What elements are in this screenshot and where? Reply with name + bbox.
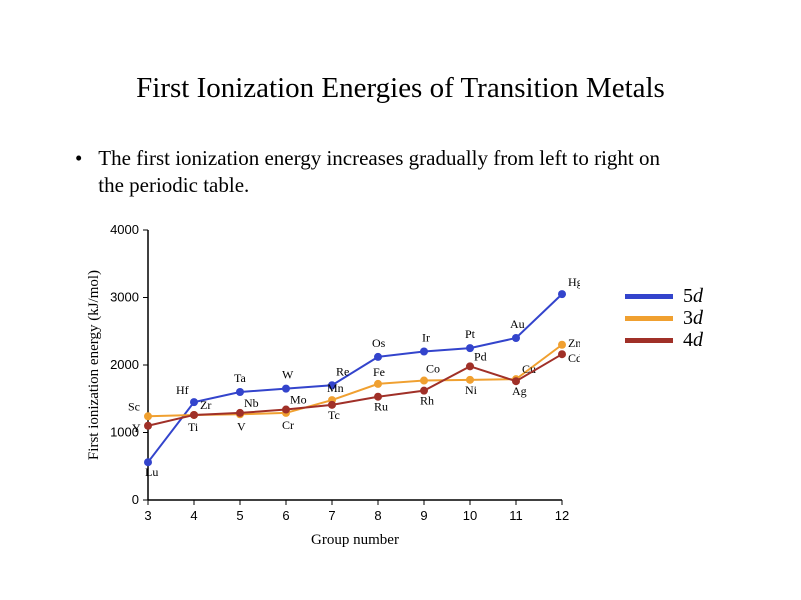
svg-text:4: 4 [190,508,197,523]
svg-text:3: 3 [144,508,151,523]
legend-item-5d: 5d [625,285,703,307]
svg-text:Lu: Lu [145,465,158,479]
svg-text:Tc: Tc [328,408,340,422]
svg-text:2000: 2000 [110,357,139,372]
svg-text:Hg: Hg [568,275,580,289]
slide: First Ionization Energies of Transition … [0,0,801,600]
bullet-text: The first ionization energy increases gr… [98,145,688,199]
svg-text:Group number: Group number [311,532,399,548]
svg-text:8: 8 [374,508,381,523]
svg-text:9: 9 [420,508,427,523]
svg-text:Ti: Ti [188,420,199,434]
svg-text:Y: Y [132,421,141,435]
svg-text:5: 5 [236,508,243,523]
svg-text:Zr: Zr [200,398,211,412]
svg-text:V: V [237,419,246,433]
legend-item-4d: 4d [625,329,703,351]
svg-text:Ni: Ni [465,383,478,397]
chart-svg: 010002000300040003456789101112Group numb… [80,220,580,550]
legend: 5d3d4d [625,285,703,351]
legend-item-3d: 3d [625,307,703,329]
svg-text:Zn: Zn [568,336,580,350]
svg-text:Os: Os [372,336,386,350]
svg-text:Pt: Pt [465,327,476,341]
svg-text:Ag: Ag [512,384,527,398]
slide-title: First Ionization Energies of Transition … [0,72,801,105]
ionization-chart: 010002000300040003456789101112Group numb… [80,220,580,550]
svg-text:6: 6 [282,508,289,523]
svg-text:4000: 4000 [110,222,139,237]
legend-swatch [625,316,673,321]
svg-text:Rh: Rh [420,394,434,408]
svg-text:Re: Re [336,364,349,378]
legend-label: 5d [683,285,703,307]
svg-text:Co: Co [426,362,440,376]
svg-text:10: 10 [463,508,477,523]
svg-text:3000: 3000 [110,290,139,305]
svg-text:Pd: Pd [474,349,487,363]
svg-text:Mn: Mn [327,381,344,395]
svg-text:11: 11 [509,508,523,523]
legend-swatch [625,294,673,299]
bullet-item: • The first ionization energy increases … [75,145,721,199]
svg-text:Ru: Ru [374,400,388,414]
svg-text:Nb: Nb [244,396,259,410]
svg-text:Cr: Cr [282,418,294,432]
svg-text:First ionization energy (kJ/mo: First ionization energy (kJ/mol) [86,270,102,460]
bullet-dot: • [75,145,93,172]
svg-text:7: 7 [328,508,335,523]
svg-text:Au: Au [510,317,525,331]
svg-text:Fe: Fe [373,365,385,379]
svg-text:Mo: Mo [290,393,307,407]
svg-text:0: 0 [132,492,139,507]
svg-text:Cd: Cd [568,351,580,365]
svg-text:Ta: Ta [234,371,246,385]
svg-text:Sc: Sc [128,399,140,413]
svg-text:W: W [282,368,294,382]
svg-text:12: 12 [555,508,569,523]
legend-label: 4d [683,329,703,351]
svg-text:Hf: Hf [176,383,189,397]
svg-text:Ir: Ir [422,331,430,345]
legend-label: 3d [683,307,703,329]
legend-swatch [625,338,673,343]
